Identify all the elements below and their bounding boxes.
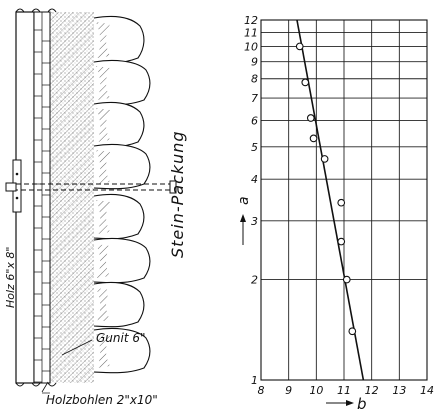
y-tick-label: 9 <box>251 56 258 69</box>
y-tick-label: 12 <box>244 14 258 27</box>
break-line-bottom <box>15 379 57 387</box>
timber-planks <box>33 11 51 394</box>
stone-shading <box>96 334 110 368</box>
break-line-top <box>15 8 57 16</box>
stone-shading <box>96 288 110 322</box>
y-tick-label: 5 <box>251 141 258 154</box>
stone-shading <box>96 66 110 100</box>
x-tick-label: 13 <box>392 384 406 397</box>
data-point <box>348 327 357 336</box>
x-tick-label: 9 <box>285 384 292 397</box>
x-tick-label: 10 <box>309 384 323 397</box>
stone-shading <box>96 200 110 234</box>
gunite-leader <box>61 339 93 356</box>
stone-packing-blocks <box>93 16 151 374</box>
y-tick-label: 3 <box>251 215 258 228</box>
data-points <box>295 42 357 336</box>
x-axis-label: b <box>357 395 367 413</box>
y-tick-label: 4 <box>251 173 258 186</box>
data-point <box>337 198 346 207</box>
x-tick-label: 14 <box>420 384 434 397</box>
data-point <box>309 134 318 143</box>
planks-leader <box>41 381 49 393</box>
y-axis-label-group: a <box>236 196 252 245</box>
data-point <box>342 275 351 284</box>
stone-packing-label: Stein-Packung <box>168 130 187 258</box>
stone-shading <box>96 150 110 184</box>
y-tick-label: 2 <box>251 274 258 287</box>
stone-shading <box>96 22 110 58</box>
data-point <box>295 42 304 51</box>
x-tick-labels: 8 9 10 11 12 13 14 <box>258 384 435 397</box>
y-axis-label: a <box>236 196 252 205</box>
y-tick-label: 6 <box>251 114 258 127</box>
plot-frame <box>260 19 428 381</box>
fit-line <box>296 19 365 381</box>
stone-shading <box>96 108 110 142</box>
data-point <box>337 237 346 246</box>
y-tick-label: 11 <box>244 27 258 40</box>
data-point <box>320 155 329 163</box>
x-axis-label-group: b <box>326 395 367 413</box>
x-tick-label: 8 <box>258 384 265 397</box>
timber-label: Holz 6"x 8" <box>4 247 17 308</box>
data-point <box>301 78 310 87</box>
x-tick-label: 11 <box>337 384 351 397</box>
x-tick-label: 12 <box>365 384 379 397</box>
wall-section-drawing: Stein-Packung Holz 6"x 8" Gunit 6" Holzb… <box>4 8 187 407</box>
stone-shading <box>96 244 110 278</box>
planks-label: Holzbohlen 2"x10" <box>46 393 158 407</box>
data-point <box>306 114 315 122</box>
y-tick-label: 10 <box>244 40 258 53</box>
gunite-label: Gunit 6" <box>96 331 146 345</box>
fit-line-group <box>296 19 365 381</box>
y-tick-label: 8 <box>251 73 258 86</box>
chart-grid <box>260 19 428 381</box>
tie-rod <box>5 159 177 213</box>
y-tick-label: 7 <box>251 92 258 105</box>
y-tick-label: 1 <box>251 374 258 387</box>
